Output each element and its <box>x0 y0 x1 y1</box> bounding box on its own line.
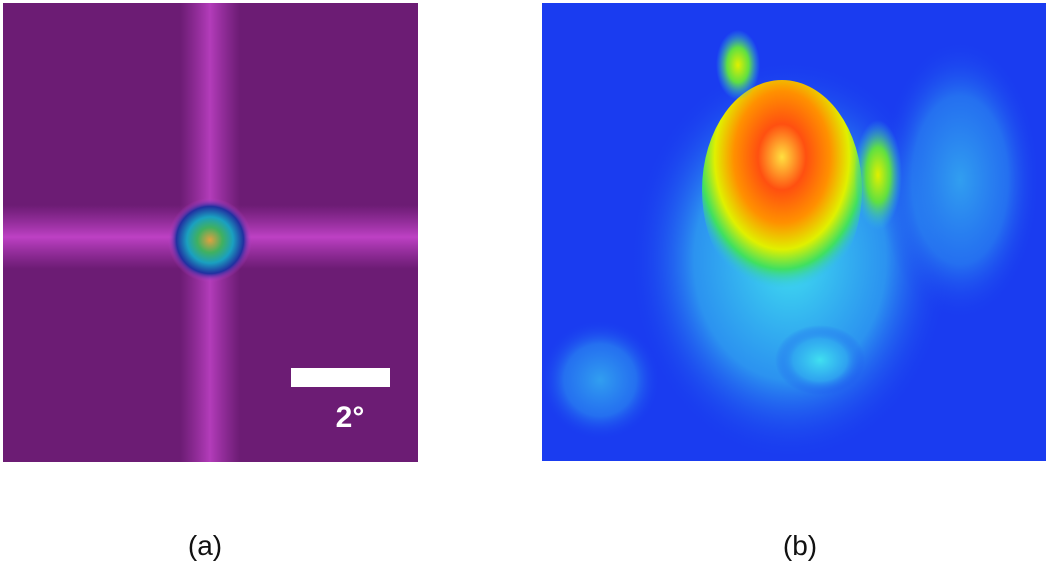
scale-bar <box>291 368 390 387</box>
panel-a-image: 2° <box>3 3 418 462</box>
panel-b-image <box>540 3 1046 461</box>
scale-bar-label: 2° <box>336 401 365 434</box>
panel-label: (b) <box>783 530 817 561</box>
panel-label: (a) <box>188 530 222 561</box>
